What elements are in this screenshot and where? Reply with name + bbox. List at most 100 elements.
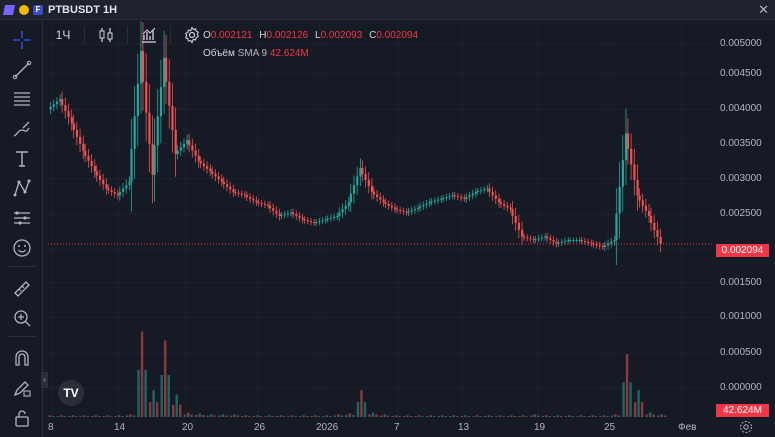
candle-body — [122, 188, 125, 192]
volume-bar — [314, 415, 317, 417]
volume-bar — [467, 416, 471, 417]
candle-body — [153, 145, 156, 175]
candle-body — [148, 112, 151, 144]
candle-body — [433, 200, 437, 202]
candle-body — [72, 123, 75, 130]
zoom-in-icon[interactable] — [11, 307, 33, 329]
volume-legend[interactable]: Объём SMA 9 42.624M — [203, 48, 309, 59]
volume-bar — [409, 416, 413, 417]
candle-body — [64, 105, 67, 112]
candle-body — [506, 205, 509, 208]
volume-bar — [426, 416, 429, 417]
futures-icon: F — [33, 4, 43, 15]
time-tick-label: Фев — [678, 422, 697, 433]
volume-bar — [360, 390, 363, 417]
ruler-tool-icon[interactable] — [11, 278, 33, 300]
volume-bar — [60, 415, 63, 417]
volume-bar — [83, 415, 86, 417]
volume-bar — [175, 394, 178, 417]
crosshair-tool-icon[interactable] — [11, 29, 33, 51]
volume-bar — [375, 414, 378, 417]
volume-bar — [479, 416, 482, 417]
candle-body — [361, 167, 364, 174]
volume-bar — [79, 416, 83, 417]
candle-body — [549, 238, 552, 241]
candle-body — [229, 186, 232, 190]
volume-bar — [363, 402, 367, 417]
candle-body — [194, 150, 197, 156]
app-logo-icon — [2, 4, 16, 15]
window-title: PTBUSDT 1H — [48, 3, 118, 16]
volume-bar — [282, 416, 286, 417]
indicators-icon[interactable] — [134, 24, 164, 46]
volume-bar — [502, 416, 505, 417]
last-volume-label: 42.624M — [716, 404, 769, 417]
trend-line-tool-icon[interactable] — [11, 59, 33, 81]
toolbar-divider — [8, 336, 36, 337]
volume-bar — [629, 382, 632, 417]
volume-bar — [48, 415, 51, 417]
price-chart[interactable] — [48, 20, 712, 417]
volume-bar — [271, 416, 274, 417]
volume-bar — [548, 416, 551, 417]
volume-bar — [356, 402, 360, 417]
candle-body — [564, 240, 567, 242]
candle-body — [220, 179, 224, 182]
volume-bar — [576, 416, 579, 417]
candle-body — [179, 147, 182, 151]
brush-tool-icon[interactable] — [11, 118, 33, 140]
volume-label: Объём — [203, 48, 235, 59]
candle-body — [352, 185, 356, 194]
candle-body — [544, 236, 547, 238]
volume-bar — [606, 416, 609, 417]
candle-body — [309, 221, 313, 223]
volume-bar — [94, 415, 98, 417]
candle-body — [257, 202, 260, 204]
candle-body — [113, 191, 116, 194]
candle-body — [437, 199, 440, 201]
candle-body — [84, 150, 87, 156]
volume-bar — [179, 404, 182, 417]
candle-body — [430, 201, 433, 203]
candle-body — [390, 205, 394, 208]
fib-tool-icon[interactable] — [11, 88, 33, 110]
interval-button[interactable]: 1Ч — [55, 28, 71, 42]
time-tick-label: 26 — [254, 422, 266, 433]
volume-bar — [560, 416, 563, 417]
volume-bar — [483, 416, 487, 417]
text-tool-icon[interactable] — [11, 148, 33, 170]
prediction-tool-icon[interactable] — [11, 207, 33, 229]
candle-body — [474, 191, 478, 194]
volume-bar — [383, 414, 386, 417]
candle-body — [560, 241, 564, 243]
open-label: O — [203, 30, 211, 41]
price-axis[interactable]: 0.005000 0.004500 0.004000 0.003500 0.003000… — [712, 20, 775, 417]
time-axis[interactable]: 8 14 20 26 2026 7 13 19 25 Фев — [48, 418, 712, 437]
volume-bar — [256, 415, 259, 417]
lock-icon[interactable] — [11, 407, 33, 429]
pattern-tool-icon[interactable] — [11, 177, 33, 199]
candle-body — [511, 209, 514, 216]
draw-lock-pencil-icon[interactable] — [11, 377, 33, 399]
volume-bar — [449, 416, 452, 417]
candle-body — [174, 130, 177, 155]
candle-body — [329, 217, 333, 219]
magnet-icon[interactable] — [11, 347, 33, 369]
candle-body — [557, 242, 560, 244]
collapse-toolbar-chevron-icon[interactable]: ‹ — [41, 372, 48, 388]
close-icon[interactable]: ✕ — [758, 2, 769, 17]
candles-icon[interactable] — [91, 24, 121, 46]
candle-body — [476, 191, 479, 193]
candle-body — [497, 198, 501, 203]
ohlc-legend: O0.002121 H0.002126 L0.002093 C0.002094 — [203, 30, 422, 41]
volume-bar — [287, 416, 290, 417]
emoji-tool-icon[interactable] — [11, 237, 33, 259]
tradingview-logo-icon[interactable]: TV — [58, 380, 84, 406]
settings-gear-icon[interactable] — [177, 24, 207, 46]
candle-body — [555, 241, 558, 244]
candle-body — [428, 202, 431, 204]
axis-settings-gear-icon[interactable] — [739, 420, 753, 434]
price-tick-label: 0.000000 — [720, 382, 762, 393]
candle-body — [260, 203, 263, 205]
candle-body — [633, 164, 636, 180]
